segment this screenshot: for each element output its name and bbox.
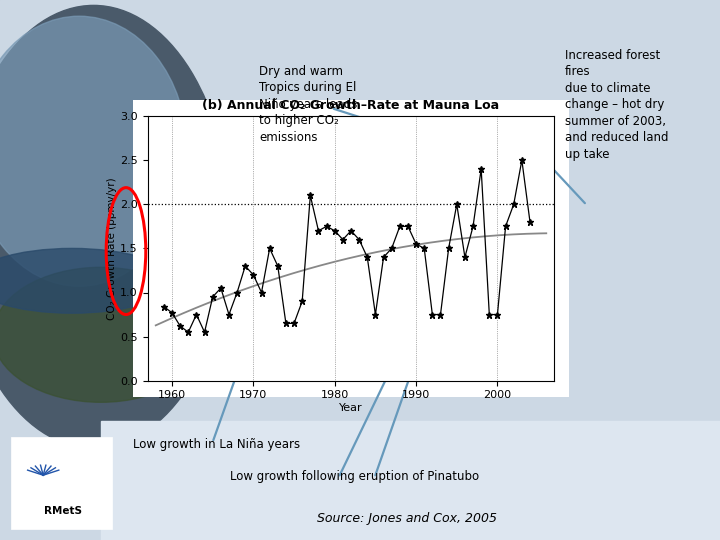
Bar [101,421,720,540]
Y-axis label: CO₂ Growth Rate (ppmv/yr): CO₂ Growth Rate (ppmv/yr) [107,177,117,320]
Text: RMetS: RMetS [45,505,82,516]
Text: Source: Jones and Cox, 2005: Source: Jones and Cox, 2005 [317,512,497,525]
Text: Dry and warm
Tropics during El
Niño years leads
to higher CO₂
emissions: Dry and warm Tropics during El Niño year… [259,65,358,144]
Text: Low growth following eruption of Pinatubo: Low growth following eruption of Pinatub… [230,470,480,483]
Ellipse shape [0,267,209,402]
Bar [11,437,112,529]
Ellipse shape [0,5,230,448]
Title: (b) Annual CO₂ Growth–Rate at Mauna Loa: (b) Annual CO₂ Growth–Rate at Mauna Loa [202,99,500,112]
Bar [25,462,61,494]
Text: Increased forest
fires
due to climate
change – hot dry
summer of 2003,
and reduc: Increased forest fires due to climate ch… [565,49,669,160]
X-axis label: Year: Year [339,403,363,413]
Ellipse shape [0,16,187,286]
Ellipse shape [0,248,173,313]
Bar [133,100,569,397]
Text: Low growth in La Niña years: Low growth in La Niña years [133,438,300,451]
